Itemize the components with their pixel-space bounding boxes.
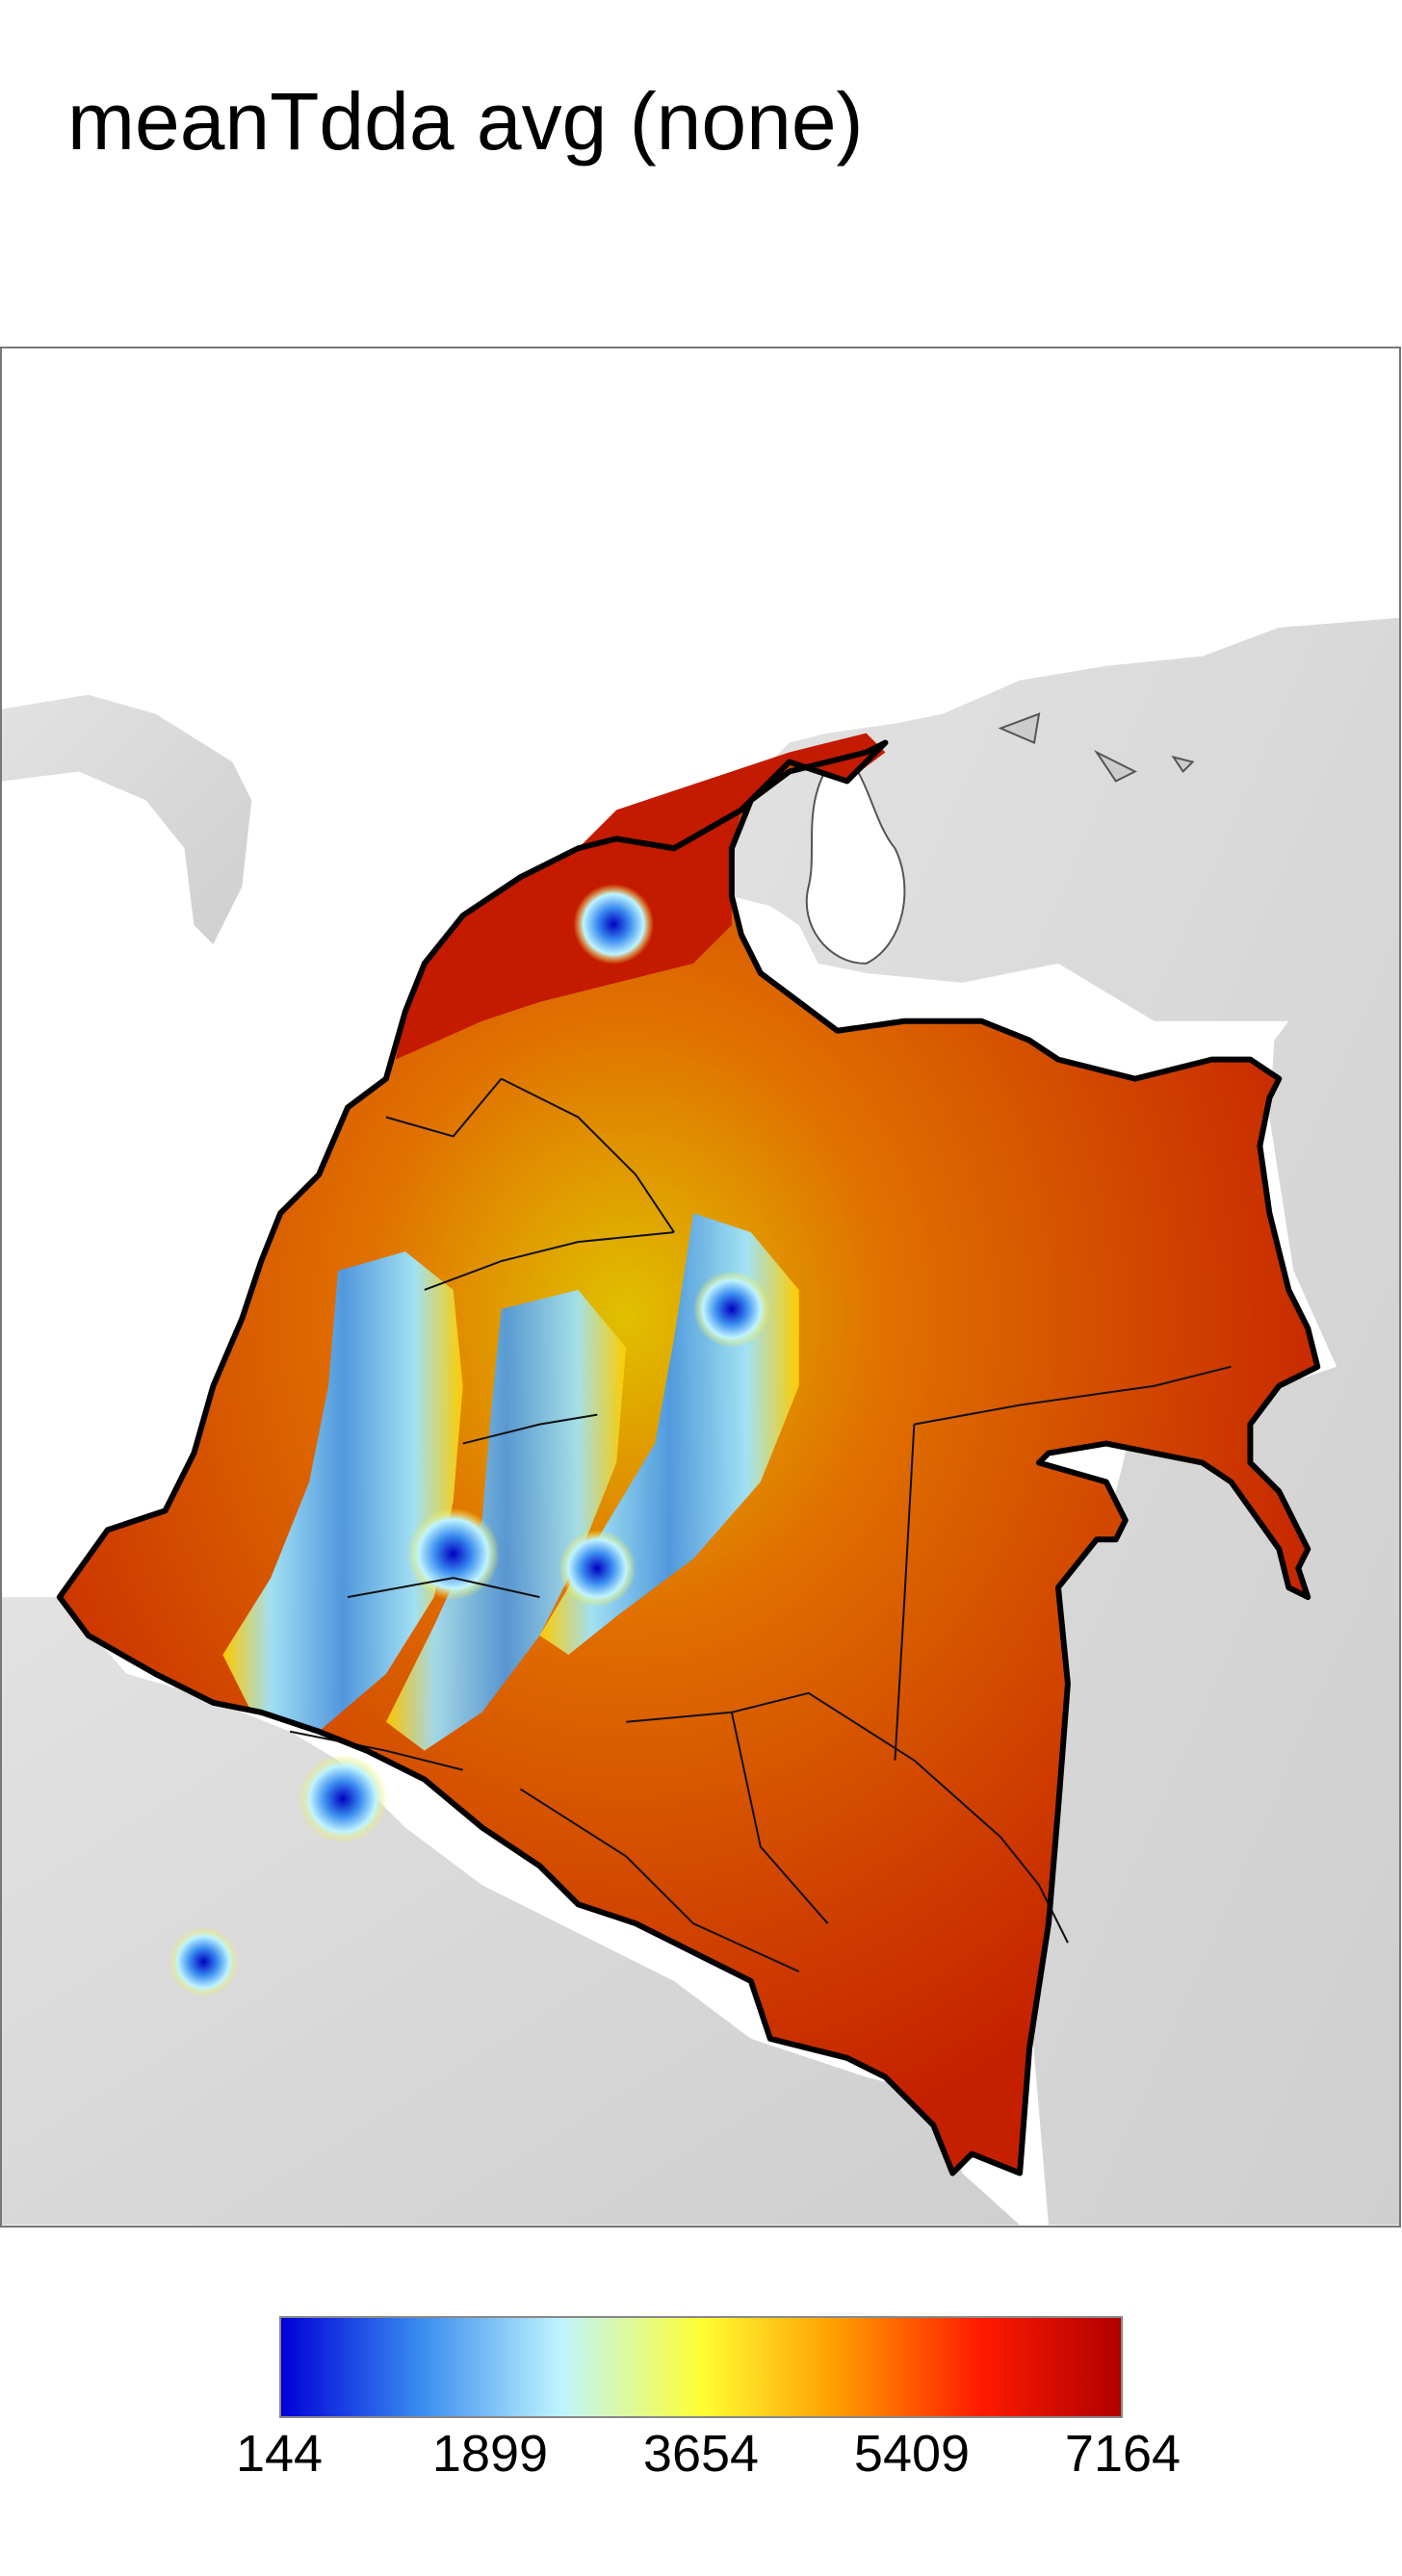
- central-andes-band: [385, 1289, 627, 1751]
- legend-tick-mid: 3654: [642, 2425, 760, 2483]
- caribbean-north-red: [395, 810, 741, 1060]
- department-boundaries: [289, 1077, 1232, 1972]
- lake-maracaibo: [805, 751, 906, 965]
- andes-spot-east: [558, 1530, 636, 1608]
- color-scale-bar: [279, 2316, 1123, 2418]
- islands: [998, 712, 1195, 783]
- map-panel: [0, 347, 1401, 2228]
- legend-tick-min: 144: [235, 2425, 324, 2483]
- andes-spot-south: [299, 1754, 387, 1843]
- andes-spot-north: [693, 1271, 770, 1348]
- ecuador-peru-terrain: [2, 1597, 1021, 2226]
- guajira-peninsula: [578, 733, 886, 849]
- andes-spot-central: [406, 1507, 500, 1601]
- panama-central-america-terrain: [2, 694, 252, 944]
- map-title: meanTdda avg (none): [67, 76, 864, 167]
- western-andes-band: [222, 1251, 463, 1732]
- legend-tick-max: 7164: [1064, 2425, 1181, 2483]
- legend-tick-4: 5409: [853, 2425, 971, 2483]
- sierra-nevada-spot: [573, 884, 655, 965]
- colombia-map: [2, 348, 1399, 2226]
- andes-spot-southwest: [169, 1927, 239, 1996]
- legend-tick-2: 1899: [431, 2425, 549, 2483]
- venezuela-terrain: [693, 617, 1399, 2226]
- colombia-border: [56, 739, 1321, 2177]
